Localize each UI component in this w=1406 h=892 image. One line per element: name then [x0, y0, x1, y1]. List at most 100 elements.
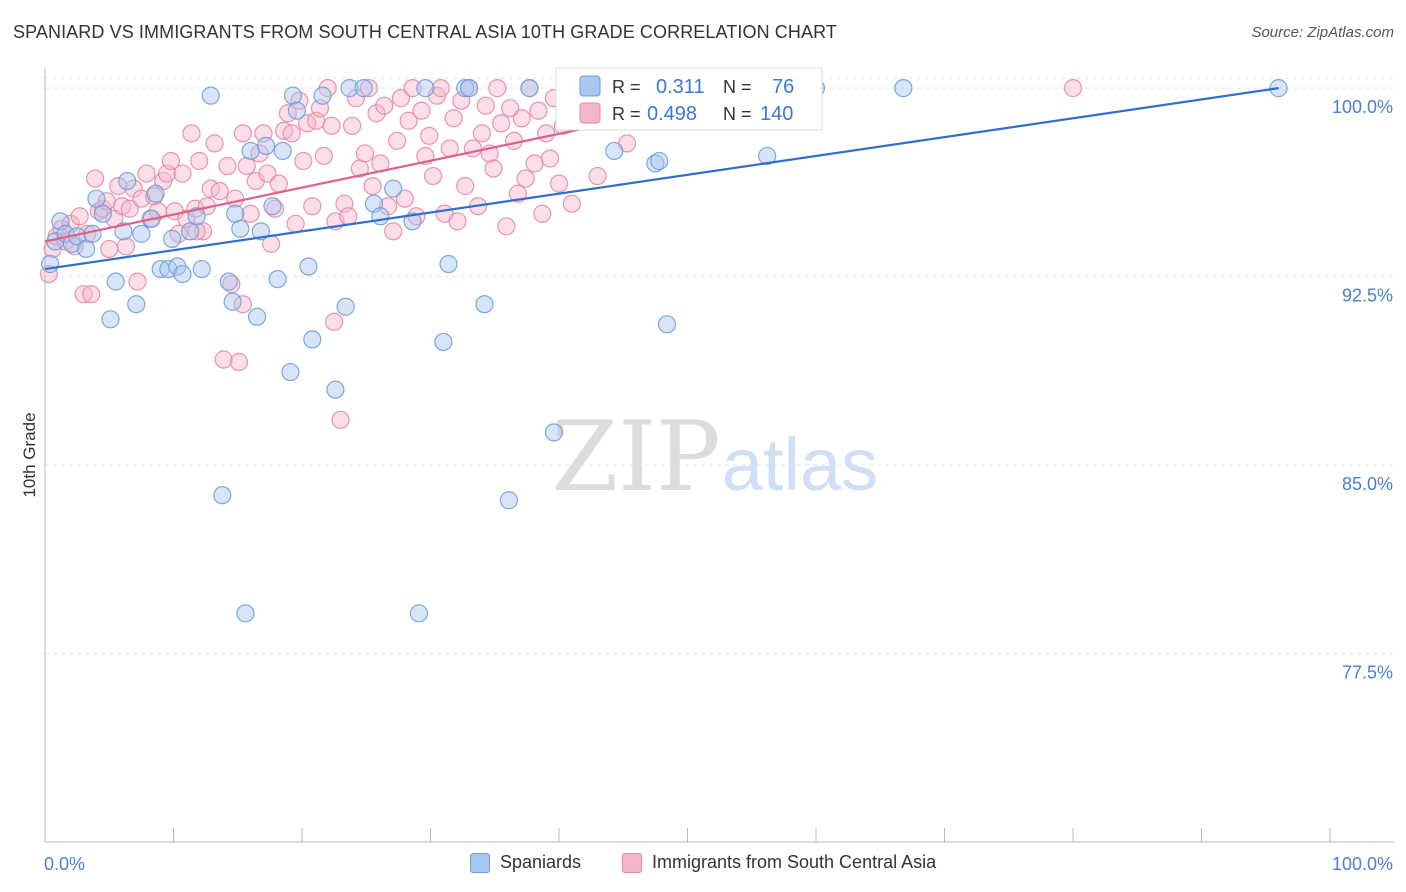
stats-n-value-pink: 140	[760, 103, 793, 125]
immigrant-point	[412, 101, 431, 120]
x-tick-label: 0.0%	[44, 854, 85, 874]
spaniard-point	[287, 101, 306, 120]
immigrant-point	[339, 207, 358, 226]
legend-swatch-immigrants	[622, 852, 642, 873]
spaniard-point	[247, 307, 267, 326]
spaniard-point	[283, 86, 303, 105]
spaniard-point	[192, 259, 211, 279]
immigrant-point	[508, 184, 527, 203]
spaniard-point	[456, 79, 475, 98]
stats-swatch-blue	[579, 75, 601, 97]
spaniard-point	[459, 79, 479, 98]
immigrant-point	[456, 177, 475, 196]
stats-n-value-blue: 76	[772, 76, 794, 98]
immigrant-point	[314, 146, 333, 166]
data-points	[39, 79, 1288, 623]
spaniard-point	[173, 264, 192, 284]
spaniard-point	[605, 141, 624, 161]
spaniard-point	[299, 257, 318, 276]
immigrant-point	[516, 169, 535, 188]
immigrant-point	[448, 212, 467, 231]
spaniard-point	[213, 486, 232, 505]
legend-item-spaniards[interactable]: Spaniards	[470, 852, 581, 873]
spaniard-point	[657, 315, 677, 334]
spaniard-point	[416, 79, 435, 98]
y-tick-label: 85.0%	[1342, 474, 1393, 494]
spaniard-point	[251, 222, 270, 241]
immigrant-point	[525, 154, 544, 173]
immigrant-point	[222, 275, 241, 294]
immigrant-point	[501, 99, 520, 118]
spaniard-point	[146, 184, 165, 203]
source-credit: Source: ZipAtlas.com	[1251, 24, 1394, 41]
immigrant-point	[484, 159, 503, 178]
immigrant-point	[355, 144, 375, 163]
chart-title: SPANIARD VS IMMIGRANTS FROM SOUTH CENTRA…	[13, 22, 837, 42]
spaniard-point	[201, 86, 220, 105]
immigrant-point	[124, 179, 143, 198]
spaniard-point	[87, 189, 106, 208]
spaniard-point	[336, 297, 355, 316]
immigrant-point	[343, 116, 362, 135]
spaniard-point	[163, 229, 182, 248]
immigrant-point	[86, 169, 105, 188]
spaniard-point	[313, 86, 332, 105]
immigrant-point	[375, 96, 394, 115]
spaniard-point	[439, 254, 458, 274]
immigrant-point	[378, 197, 398, 216]
immigrant-point	[1063, 79, 1083, 98]
immigrant-point	[241, 204, 260, 223]
immigrant-point	[74, 285, 93, 304]
spaniard-point	[281, 362, 300, 382]
stats-r-label-pink: R =	[612, 104, 641, 124]
stats-r-label-blue: R =	[612, 77, 641, 97]
immigrant-point	[403, 79, 422, 98]
y-tick-label: 77.5%	[1342, 663, 1393, 683]
immigrant-point	[476, 96, 495, 115]
immigrant-point	[399, 111, 418, 130]
immigrant-point	[331, 410, 350, 429]
immigrant-point	[286, 214, 305, 233]
immigrant-point	[109, 177, 128, 196]
spaniard-point	[894, 79, 913, 98]
stats-r-value-blue: 0.311	[656, 76, 705, 98]
spaniards-trend-line	[44, 87, 1279, 271]
spaniard-point	[520, 79, 539, 98]
immigrant-point	[391, 89, 411, 108]
watermark: ZIP atlas	[551, 401, 878, 513]
legend-item-immigrants[interactable]: Immigrants from South Central Asia	[622, 852, 936, 873]
immigrant-point	[346, 89, 366, 108]
immigrant-point	[182, 124, 201, 143]
immigrant-point	[488, 79, 507, 98]
spaniard-point	[77, 239, 96, 259]
immigrant-point	[533, 204, 552, 223]
immigrant-point	[218, 156, 237, 176]
spaniard-point	[132, 224, 151, 243]
spaniard-point	[340, 79, 359, 98]
spaniard-point	[758, 146, 777, 166]
series-legend: Spaniards Immigrants from South Central …	[0, 852, 1406, 876]
spaniard-point	[650, 151, 669, 171]
spaniard-point	[241, 141, 260, 161]
immigrant-point	[395, 189, 414, 208]
spaniard-point	[226, 204, 245, 223]
immigrant-point	[82, 285, 101, 304]
stats-legend: R = 0.311 N = 76 R = 0.498 N = 140	[555, 67, 823, 131]
spaniard-point	[409, 604, 429, 623]
immigrant-point	[537, 124, 556, 143]
immigrant-point	[100, 239, 119, 259]
immigrant-point	[161, 151, 181, 171]
immigrant-point	[226, 189, 245, 208]
immigrant-point	[367, 104, 386, 123]
immigrant-point	[294, 151, 313, 171]
immigrant-point	[463, 139, 483, 158]
legend-swatch-spaniards	[470, 852, 490, 873]
immigrant-point	[359, 79, 378, 98]
spaniard-point	[371, 207, 390, 226]
immigrant-point	[472, 124, 491, 143]
spaniard-point	[544, 423, 563, 442]
spaniard-point	[475, 295, 494, 314]
immigrant-point	[282, 124, 301, 143]
spaniard-point	[384, 179, 403, 198]
